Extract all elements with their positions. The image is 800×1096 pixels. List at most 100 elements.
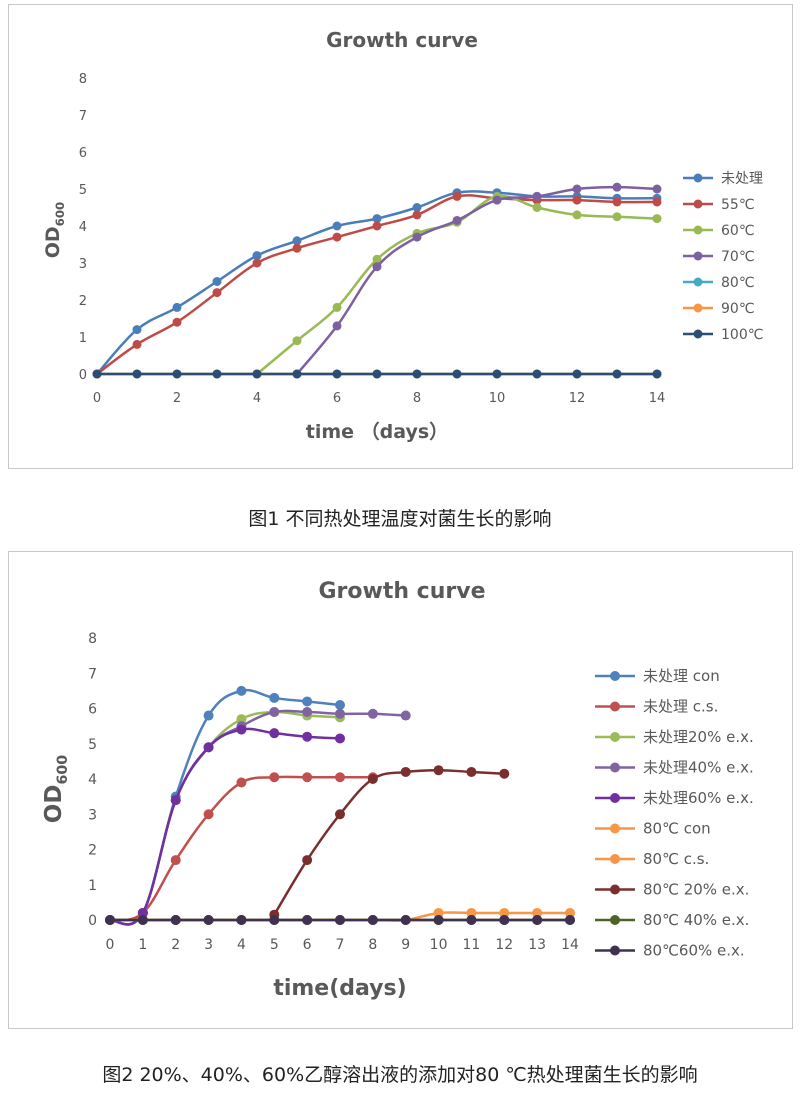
data-point [269, 707, 280, 718]
data-point [269, 915, 280, 925]
data-point [452, 369, 462, 379]
legend-swatch-marker [610, 762, 620, 773]
data-point [652, 197, 662, 207]
x-tick-label: 9 [401, 937, 410, 953]
y-tick-label: 5 [88, 737, 97, 753]
data-point [565, 907, 575, 918]
x-tick-label: 5 [270, 937, 279, 953]
data-point [132, 339, 142, 349]
data-point [332, 321, 342, 331]
y-tick-label: 3 [88, 807, 97, 823]
legend-entry: 未处理 con [643, 667, 720, 685]
growth-chart-ethanol-extract: Growth curve 0 1 2 3 4 5 6 7 8 0 1 2 3 4 5 6 7 8 9 10 11 12 13 1… [8, 551, 793, 1029]
legend-entry: 55℃ [721, 197, 755, 213]
legend-entry: 未处理20% e.x. [643, 728, 754, 746]
series-line-7 [273, 768, 506, 916]
data-point [236, 714, 247, 725]
data-point [332, 232, 342, 242]
y-axis-label: OD600 [41, 755, 71, 823]
series-line-3 [108, 709, 407, 926]
data-point [532, 915, 543, 925]
legend-swatch-marker [693, 277, 703, 287]
legend-swatch-marker [693, 303, 703, 313]
data-point [412, 369, 422, 379]
data-point [335, 733, 345, 744]
x-tick-label: 4 [237, 937, 246, 953]
x-tick-label: 13 [528, 937, 546, 953]
data-point [572, 369, 582, 379]
data-point [652, 214, 662, 224]
data-point [372, 254, 382, 264]
data-point [612, 212, 622, 222]
data-point [269, 772, 280, 783]
data-point [269, 692, 280, 703]
data-point [433, 915, 444, 925]
legend-entry: 80℃ 40% e.x. [643, 911, 749, 929]
data-point [400, 915, 411, 925]
data-point [466, 915, 477, 925]
data-point [565, 915, 575, 925]
x-tick-label: 0 [106, 937, 115, 953]
data-point [400, 710, 411, 721]
data-point [132, 325, 142, 335]
legend-swatch-marker [610, 793, 620, 803]
y-tick-label: 0 [79, 368, 87, 383]
data-point [302, 707, 313, 718]
figure-caption-2: 图2 20%、40%、60%乙醇溶出液的添加对80 ℃热处理菌生长的影响 [102, 1064, 698, 1086]
y-tick-label: 6 [88, 702, 97, 718]
series-line-0 [108, 688, 342, 926]
data-point [137, 915, 148, 925]
data-point [335, 915, 345, 925]
legend-entry: 80℃ [721, 275, 755, 291]
data-point [433, 907, 444, 918]
x-tick-label: 3 [204, 937, 213, 953]
y-axis-label-subscript: 600 [55, 755, 71, 785]
x-axis-label: time （days） [306, 420, 448, 443]
data-point [292, 243, 302, 253]
legend-entry: 70℃ [721, 249, 755, 265]
legend-swatch-marker [610, 884, 620, 895]
x-tick-label: 8 [368, 937, 377, 953]
x-tick-label: 4 [253, 391, 261, 406]
data-point [652, 184, 662, 194]
y-axis-label-subscript: 600 [53, 202, 67, 227]
data-point [367, 915, 378, 925]
data-point [132, 369, 142, 379]
data-point [203, 742, 214, 753]
data-point [499, 907, 510, 918]
y-axis-label: OD600 [42, 202, 67, 259]
x-tick-label: 14 [649, 391, 666, 406]
data-point [170, 795, 181, 806]
y-tick-label: 5 [79, 183, 87, 198]
legend-swatch-marker [693, 329, 703, 339]
data-point [372, 214, 382, 224]
y-tick-label: 2 [79, 294, 87, 309]
data-point [172, 369, 182, 379]
data-point [292, 369, 302, 379]
y-tick-label: 4 [88, 772, 97, 788]
data-point [212, 277, 222, 286]
legend-entry: 100℃ [721, 327, 763, 343]
data-point [367, 774, 378, 784]
data-point [372, 369, 382, 379]
data-point [466, 907, 477, 918]
data-point [203, 809, 214, 820]
x-axis-label: time(days) [273, 976, 406, 1001]
data-point [452, 191, 462, 201]
legend-entry: 未处理40% e.x. [643, 759, 754, 777]
data-point [212, 369, 222, 379]
data-point [412, 232, 422, 242]
series-line-3 [295, 185, 659, 376]
x-tick-label: 7 [336, 937, 345, 953]
y-tick-label: 7 [79, 109, 87, 124]
data-point [532, 203, 542, 212]
data-point [652, 369, 662, 379]
legend-swatch-marker [610, 854, 620, 864]
data-point [172, 302, 182, 312]
data-point [302, 696, 313, 707]
legend-swatch-marker [693, 251, 703, 261]
legend-swatch-marker [610, 671, 620, 681]
data-point [203, 915, 214, 925]
